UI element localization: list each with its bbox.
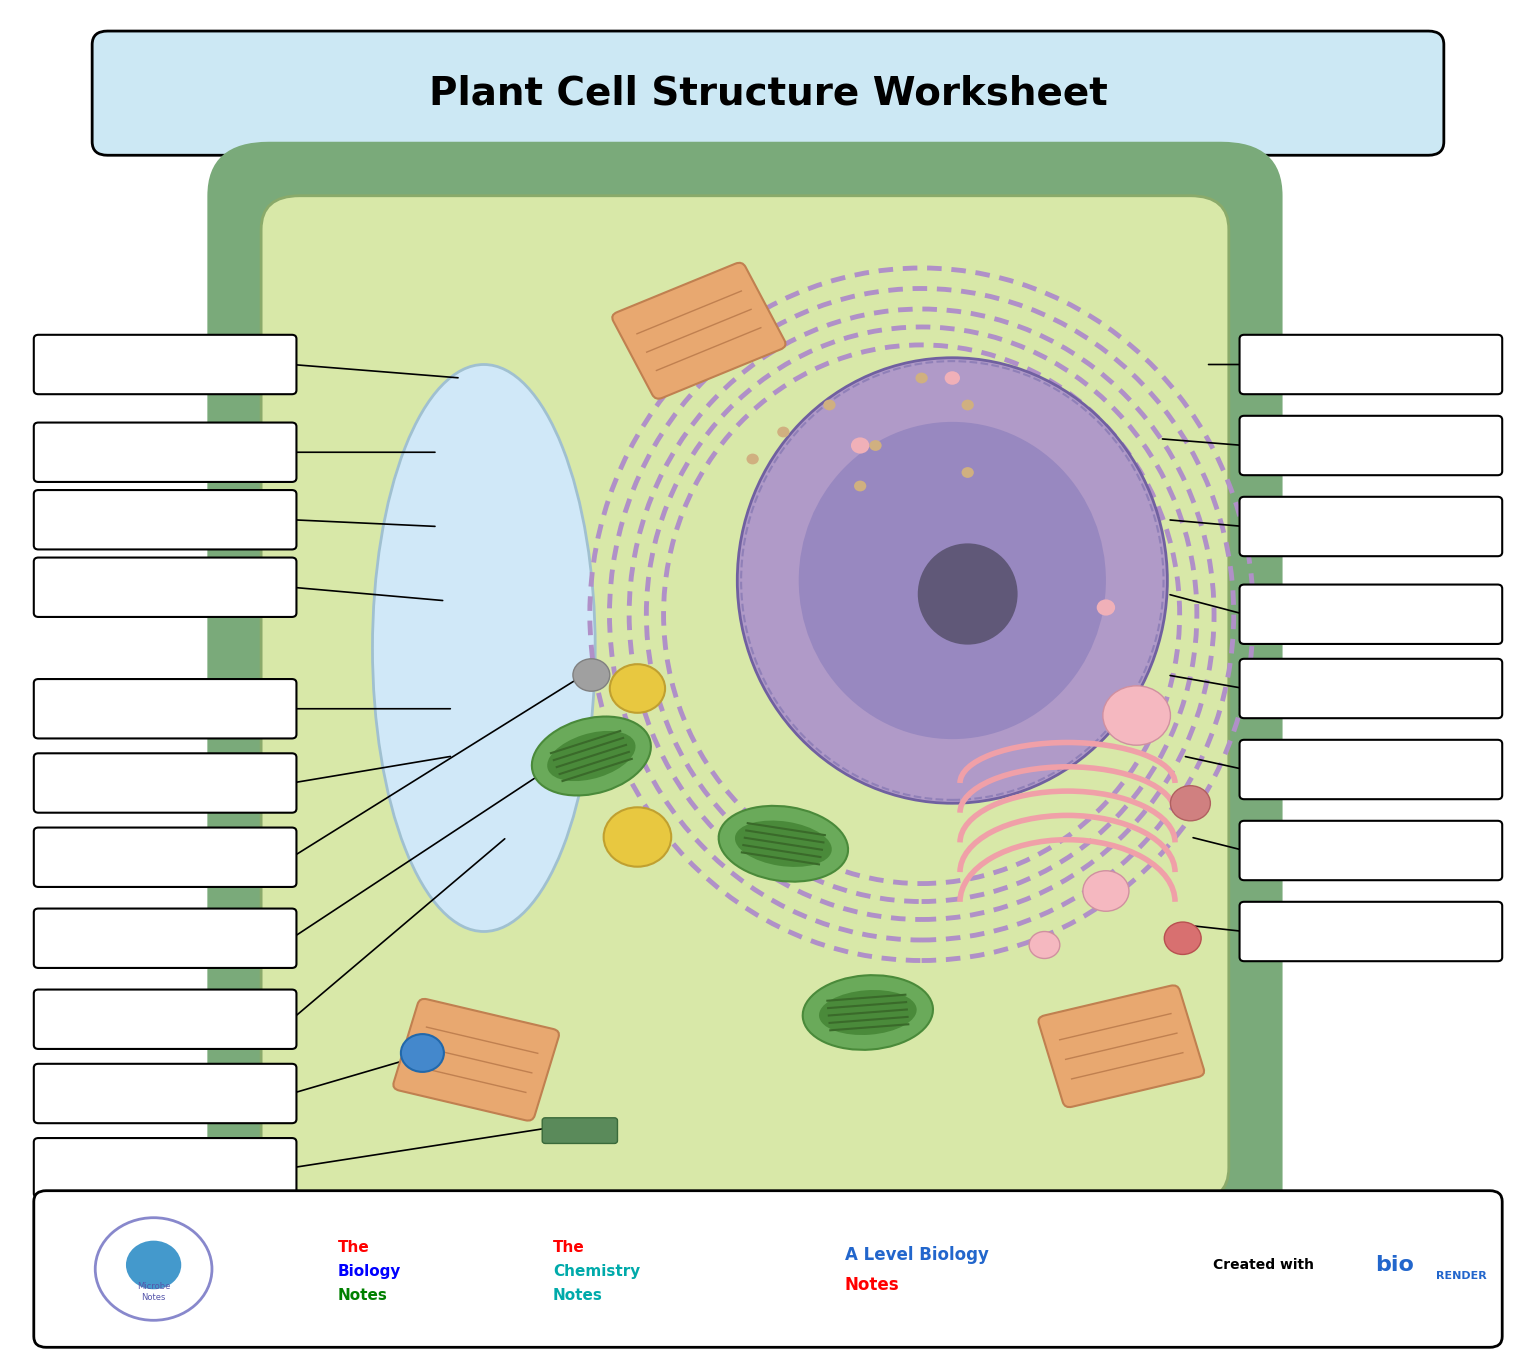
FancyBboxPatch shape (1240, 740, 1502, 799)
FancyBboxPatch shape (34, 335, 296, 394)
Circle shape (1164, 922, 1201, 954)
Circle shape (573, 659, 610, 691)
Text: Biology: Biology (338, 1264, 401, 1280)
Circle shape (401, 1034, 444, 1072)
FancyBboxPatch shape (34, 828, 296, 887)
FancyBboxPatch shape (1240, 497, 1502, 556)
FancyBboxPatch shape (207, 142, 1283, 1249)
FancyBboxPatch shape (1038, 986, 1204, 1107)
Circle shape (1083, 871, 1129, 911)
FancyBboxPatch shape (542, 1118, 617, 1143)
Ellipse shape (547, 730, 636, 782)
Circle shape (610, 664, 665, 713)
Circle shape (126, 1241, 181, 1289)
Circle shape (945, 371, 960, 385)
Circle shape (604, 807, 671, 867)
FancyBboxPatch shape (34, 1191, 1502, 1347)
Text: Created with: Created with (1213, 1258, 1315, 1272)
FancyBboxPatch shape (92, 31, 1444, 155)
Text: A Level Biology: A Level Biology (845, 1246, 989, 1265)
Circle shape (777, 427, 790, 437)
Circle shape (869, 440, 882, 451)
Text: Notes: Notes (553, 1288, 602, 1304)
FancyBboxPatch shape (393, 999, 559, 1120)
FancyBboxPatch shape (1240, 416, 1502, 475)
Ellipse shape (372, 364, 596, 931)
Circle shape (1103, 686, 1170, 745)
Text: Plant Cell Structure Worksheet: Plant Cell Structure Worksheet (429, 74, 1107, 112)
FancyBboxPatch shape (34, 1138, 296, 1197)
Circle shape (851, 437, 869, 454)
Ellipse shape (719, 806, 848, 882)
Circle shape (915, 373, 928, 383)
FancyBboxPatch shape (34, 423, 296, 482)
FancyBboxPatch shape (1240, 585, 1502, 644)
Ellipse shape (919, 543, 1017, 644)
Circle shape (962, 400, 974, 410)
FancyBboxPatch shape (34, 558, 296, 617)
FancyBboxPatch shape (34, 1064, 296, 1123)
Circle shape (1029, 931, 1060, 958)
Text: Notes: Notes (845, 1276, 900, 1295)
Circle shape (962, 467, 974, 478)
Circle shape (1097, 599, 1115, 616)
FancyBboxPatch shape (613, 263, 785, 398)
FancyBboxPatch shape (34, 753, 296, 813)
Circle shape (854, 481, 866, 491)
Text: Chemistry: Chemistry (553, 1264, 641, 1280)
Text: The: The (338, 1239, 370, 1256)
Text: Microbe
Notes: Microbe Notes (137, 1282, 170, 1301)
Circle shape (1170, 786, 1210, 821)
FancyBboxPatch shape (34, 909, 296, 968)
Ellipse shape (734, 821, 833, 867)
Ellipse shape (803, 975, 932, 1050)
Circle shape (746, 454, 759, 464)
FancyBboxPatch shape (34, 490, 296, 549)
Text: bio: bio (1375, 1256, 1413, 1274)
Text: Notes: Notes (338, 1288, 387, 1304)
Ellipse shape (531, 717, 651, 795)
FancyBboxPatch shape (34, 679, 296, 738)
Ellipse shape (819, 990, 917, 1035)
Circle shape (95, 1218, 212, 1320)
Ellipse shape (737, 358, 1167, 803)
FancyBboxPatch shape (1240, 659, 1502, 718)
FancyBboxPatch shape (1240, 902, 1502, 961)
Text: The: The (553, 1239, 585, 1256)
Ellipse shape (799, 421, 1106, 740)
FancyBboxPatch shape (34, 990, 296, 1049)
FancyBboxPatch shape (1240, 335, 1502, 394)
Circle shape (823, 400, 836, 410)
FancyBboxPatch shape (261, 196, 1229, 1202)
FancyBboxPatch shape (1240, 821, 1502, 880)
Text: RENDER: RENDER (1436, 1270, 1487, 1281)
